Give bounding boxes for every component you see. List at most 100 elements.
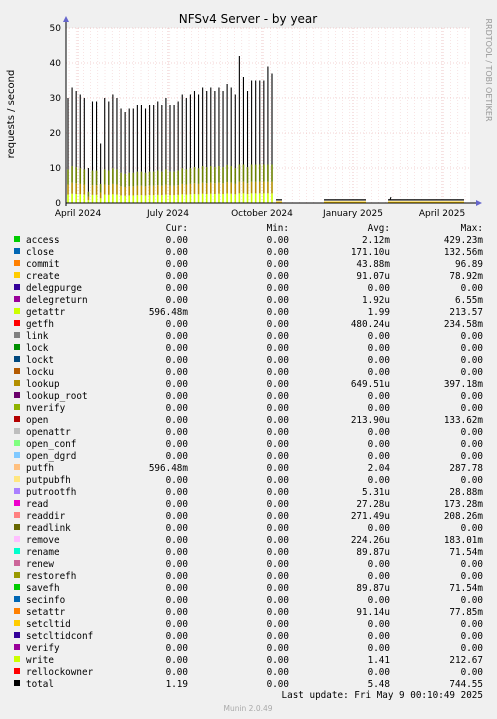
legend-value: 6.55m [455, 295, 483, 306]
legend-value: 0.00 [267, 679, 289, 690]
legend-name: write [26, 655, 54, 666]
legend-value: 0.00 [166, 331, 188, 342]
y-tick-label: 30 [50, 94, 62, 104]
legend-value: 0.00 [461, 343, 483, 354]
legend-value: 0.00 [166, 655, 188, 666]
legend-swatch [14, 488, 20, 494]
legend-value: 0.00 [267, 319, 289, 330]
legend-swatch [14, 536, 20, 542]
legend-value: 397.18m [444, 379, 484, 390]
legend-value: 132.56m [444, 247, 484, 258]
legend-value: 0.00 [267, 283, 289, 294]
legend-name: readdir [26, 511, 66, 522]
legend-swatch [14, 284, 20, 290]
x-axis-ticks: April 2024 July 2024 October 2024 January 2… [55, 209, 465, 219]
munin-footer: Munin 2.0.49 [223, 704, 272, 713]
legend-name: getattr [26, 307, 66, 318]
legend-value: 0.00 [267, 643, 289, 654]
legend-value: 0.00 [166, 583, 188, 594]
legend-value: 2.04 [368, 463, 391, 474]
legend-value: 1.99 [368, 307, 390, 318]
legend-value: 0.00 [368, 619, 390, 630]
legend-value: 0.00 [267, 307, 289, 318]
legend-value: 1.41 [368, 655, 390, 666]
side-watermark: RRDTOOL / TOBI OETIKER [484, 18, 493, 121]
legend-value: 133.62m [444, 415, 484, 426]
legend-value: 0.00 [166, 523, 188, 534]
legend-value: 0.00 [166, 379, 188, 390]
legend-name: open_conf [26, 439, 76, 450]
legend-value: 0.00 [368, 355, 390, 366]
legend-value: 78.92m [449, 271, 483, 282]
legend-value: 0.00 [267, 511, 289, 522]
legend-value: 0.00 [166, 619, 188, 630]
legend-swatch [14, 440, 20, 446]
legend-value: 0.00 [461, 523, 483, 534]
legend-value: 0.00 [166, 571, 188, 582]
legend-value: 0.00 [368, 595, 390, 606]
y-axis-label: requests / second [6, 70, 17, 159]
legend-value: 0.00 [166, 439, 188, 450]
y-tick-label: 20 [50, 129, 62, 139]
legend-value: 91.14u [356, 607, 390, 618]
legend-swatch [14, 452, 20, 458]
legend-value: 0.00 [267, 475, 289, 486]
legend-value: 0.00 [368, 283, 390, 294]
x-tick-label: April 2025 [419, 209, 465, 219]
legend-swatch [14, 572, 20, 578]
legend-value: 224.26u [351, 535, 390, 546]
legend-swatch [14, 332, 20, 338]
legend-name: secinfo [26, 595, 65, 606]
legend-swatch [14, 308, 20, 314]
legend-value: 0.00 [368, 343, 390, 354]
legend-value: 208.26m [444, 511, 484, 522]
legend-value: 0.00 [267, 427, 289, 438]
legend-swatch [14, 500, 20, 506]
legend-value: 429.23m [444, 235, 484, 246]
legend-value: 0.00 [166, 259, 188, 270]
legend-name: access [26, 235, 60, 246]
legend-value: 0.00 [267, 523, 289, 534]
legend-value: 212.67 [449, 655, 483, 666]
legend-value: 0.00 [267, 367, 289, 378]
legend-value: 0.00 [461, 667, 483, 678]
legend-name: lockt [26, 355, 54, 366]
legend-value: 0.00 [461, 331, 483, 342]
legend-name: renew [26, 559, 54, 570]
legend-value: 0.00 [461, 403, 483, 414]
legend-name: openattr [26, 427, 71, 438]
legend-value: 0.00 [166, 535, 188, 546]
legend-value: 0.00 [368, 643, 390, 654]
legend-value: 0.00 [461, 595, 483, 606]
legend-value: 0.00 [166, 355, 188, 366]
legend-name: readlink [26, 523, 71, 534]
legend-value: 28.88m [449, 487, 483, 498]
legend-value: 0.00 [368, 403, 390, 414]
x-tick-label: July 2024 [146, 209, 189, 219]
legend-swatch [14, 416, 20, 422]
legend-value: 0.00 [267, 535, 289, 546]
legend-value: 27.28u [356, 499, 390, 510]
legend-value: 77.85m [449, 607, 483, 618]
legend-value: 0.00 [166, 499, 188, 510]
legend-value: 183.01m [444, 535, 484, 546]
legend-swatch [14, 512, 20, 518]
legend-value: 0.00 [267, 247, 289, 258]
legend-value: 0.00 [461, 439, 483, 450]
legend-value: 0.00 [267, 451, 289, 462]
legend-value: 173.28m [444, 499, 484, 510]
legend: Cur: Min: Avg: Max:access 0.00 0.00 2.12m 429.2… [14, 223, 483, 690]
legend-name: remove [26, 535, 60, 546]
legend-value: 0.00 [368, 331, 390, 342]
legend-name: restorefh [26, 571, 76, 582]
legend-name: verify [26, 643, 60, 654]
legend-value: 0.00 [166, 607, 188, 618]
legend-value: 0.00 [461, 451, 483, 462]
legend-name: getfh [26, 319, 54, 330]
legend-swatch [14, 296, 20, 302]
legend-value: 71.54m [449, 547, 483, 558]
legend-swatch [14, 644, 20, 650]
legend-value: 0.00 [166, 343, 188, 354]
legend-name: delegreturn [26, 295, 88, 306]
legend-value: 0.00 [166, 283, 188, 294]
